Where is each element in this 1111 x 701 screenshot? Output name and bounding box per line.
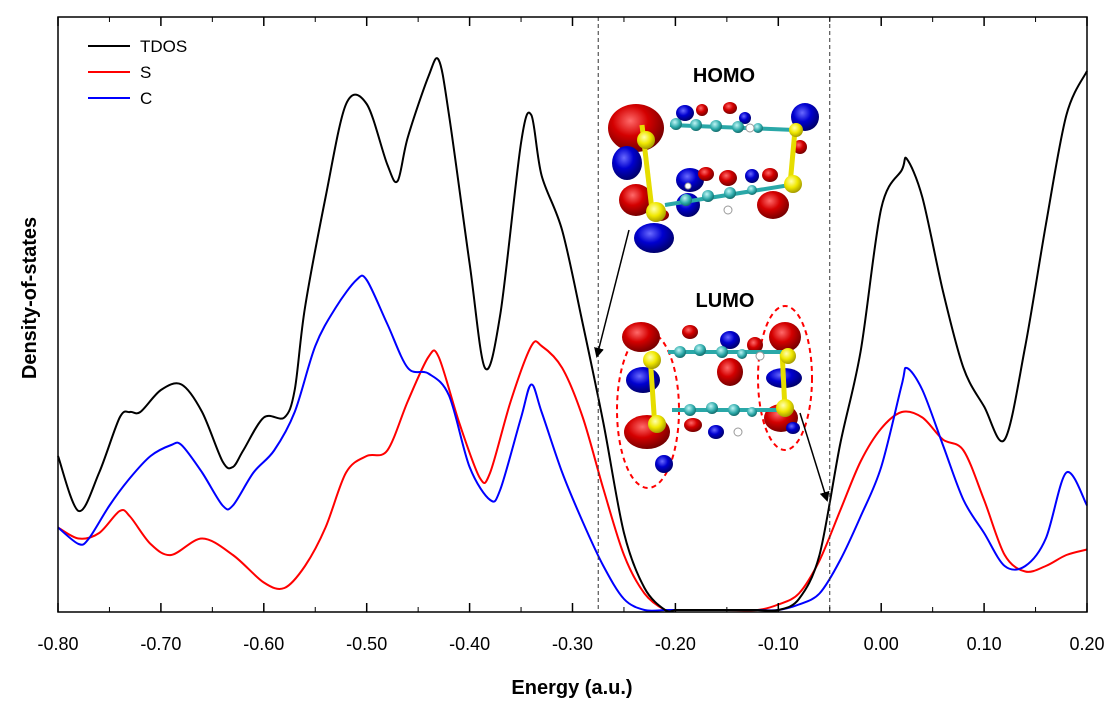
x-tick-label: 0.00: [864, 634, 899, 654]
x-tick-label: -0.50: [346, 634, 387, 654]
homo-orbital-image: [608, 102, 819, 253]
legend-label-tdos: TDOS: [140, 37, 187, 56]
x-tick-label: -0.80: [37, 634, 78, 654]
series-layer: [57, 57, 1088, 613]
x-tick-label: -0.60: [243, 634, 284, 654]
x-tick-label: -0.70: [140, 634, 181, 654]
x-tick-label: -0.20: [655, 634, 696, 654]
x-tick-label: -0.40: [449, 634, 490, 654]
legend-label-s: S: [140, 63, 151, 82]
legend: TDOS S C: [88, 37, 187, 108]
y-axis-title: Density-of-states: [19, 217, 41, 379]
series-line-tdos: [57, 57, 1088, 613]
reference-lines: [597, 17, 831, 612]
legend-label-c: C: [140, 89, 152, 108]
x-tick-label: 0.10: [967, 634, 1002, 654]
x-axis-title: Energy (a.u.): [511, 677, 632, 699]
lumo-orbital-image: [616, 305, 813, 489]
axis-ticks: -0.80 -0.70 -0.60 -0.50 -0.40 -0.30 -0.20 -0.10…: [37, 17, 1105, 654]
lumo-arrow: [799, 412, 830, 502]
series-line-s: [57, 340, 1088, 613]
lumo-label: LUMO: [696, 290, 755, 312]
homo-label: HOMO: [693, 65, 755, 87]
x-tick-label: 0.20: [1069, 634, 1104, 654]
plot-border: [57, 16, 1088, 613]
plot-frame: [57, 16, 1088, 613]
x-tick-label: -0.30: [552, 634, 593, 654]
series-line-c: [57, 274, 1088, 612]
homo-arrow: [594, 229, 630, 358]
x-tick-label: -0.10: [758, 634, 799, 654]
